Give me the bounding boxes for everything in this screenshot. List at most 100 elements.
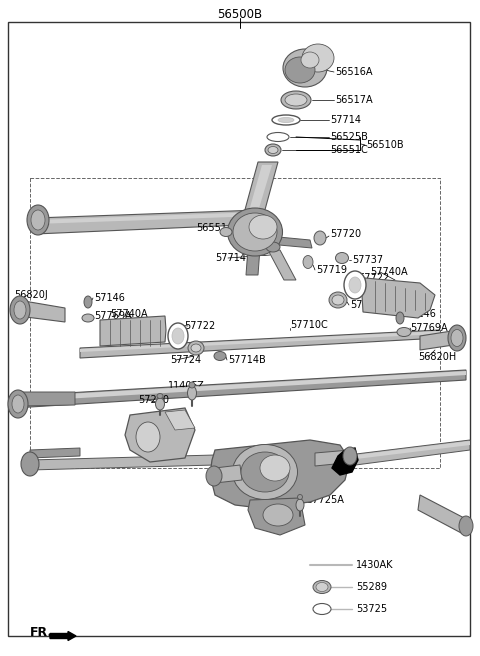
- Ellipse shape: [206, 466, 222, 486]
- Polygon shape: [348, 441, 470, 460]
- Polygon shape: [165, 410, 195, 430]
- Ellipse shape: [8, 390, 28, 418]
- Text: FR.: FR.: [30, 626, 53, 639]
- Ellipse shape: [283, 49, 327, 87]
- Polygon shape: [35, 212, 260, 224]
- Ellipse shape: [268, 146, 278, 154]
- Ellipse shape: [343, 447, 357, 465]
- Text: 57710C: 57710C: [290, 320, 328, 330]
- Ellipse shape: [303, 255, 313, 268]
- Ellipse shape: [172, 328, 184, 344]
- FancyArrow shape: [50, 632, 76, 640]
- Polygon shape: [20, 392, 75, 406]
- Ellipse shape: [232, 445, 298, 499]
- Ellipse shape: [298, 495, 302, 499]
- Ellipse shape: [313, 604, 331, 615]
- Ellipse shape: [336, 253, 348, 264]
- Text: 53725: 53725: [356, 604, 387, 614]
- Polygon shape: [418, 495, 468, 535]
- Ellipse shape: [214, 352, 226, 361]
- Text: 57724: 57724: [170, 355, 201, 365]
- Polygon shape: [14, 371, 466, 402]
- Ellipse shape: [136, 422, 160, 452]
- Ellipse shape: [10, 296, 30, 324]
- Ellipse shape: [189, 382, 195, 388]
- Text: 57724: 57724: [350, 300, 381, 310]
- Ellipse shape: [12, 395, 24, 413]
- Text: 57146: 57146: [405, 309, 436, 319]
- Text: 57719: 57719: [316, 265, 347, 275]
- Text: 56551C: 56551C: [330, 145, 368, 155]
- Ellipse shape: [267, 133, 289, 142]
- Ellipse shape: [285, 94, 307, 106]
- Ellipse shape: [272, 115, 300, 125]
- Ellipse shape: [448, 325, 466, 351]
- Ellipse shape: [332, 295, 344, 305]
- Text: 57740A: 57740A: [370, 267, 408, 277]
- Ellipse shape: [191, 344, 201, 352]
- Ellipse shape: [249, 215, 277, 239]
- Text: 57714: 57714: [330, 115, 361, 125]
- Ellipse shape: [313, 581, 331, 594]
- Text: 56820H: 56820H: [418, 352, 456, 362]
- Text: 56517A: 56517A: [335, 95, 372, 105]
- Ellipse shape: [397, 327, 411, 337]
- Ellipse shape: [156, 398, 165, 410]
- Polygon shape: [30, 455, 215, 470]
- Ellipse shape: [14, 301, 26, 319]
- Polygon shape: [80, 330, 440, 358]
- Polygon shape: [100, 316, 166, 346]
- Polygon shape: [315, 450, 355, 466]
- Ellipse shape: [329, 292, 347, 308]
- Ellipse shape: [21, 452, 39, 476]
- Ellipse shape: [84, 296, 92, 308]
- Polygon shape: [348, 440, 470, 466]
- Polygon shape: [215, 465, 242, 483]
- Text: 56820J: 56820J: [14, 290, 48, 300]
- Ellipse shape: [396, 312, 404, 324]
- Ellipse shape: [314, 231, 326, 245]
- Text: 56510B: 56510B: [366, 140, 404, 150]
- Ellipse shape: [349, 277, 361, 293]
- Ellipse shape: [220, 228, 232, 237]
- Text: 57714B: 57714B: [228, 355, 266, 365]
- Text: 56516A: 56516A: [335, 67, 372, 77]
- Polygon shape: [248, 498, 305, 535]
- Polygon shape: [14, 370, 466, 408]
- Polygon shape: [362, 278, 435, 318]
- Text: 1140FZ: 1140FZ: [168, 381, 205, 391]
- Polygon shape: [80, 331, 440, 352]
- Text: 57722: 57722: [358, 273, 389, 283]
- Ellipse shape: [27, 205, 49, 235]
- Ellipse shape: [168, 323, 188, 349]
- Polygon shape: [35, 210, 265, 234]
- Text: 1430AK: 1430AK: [356, 560, 394, 570]
- Ellipse shape: [451, 329, 463, 346]
- Polygon shape: [240, 162, 278, 228]
- Ellipse shape: [285, 57, 315, 83]
- Ellipse shape: [296, 499, 304, 511]
- Text: 56525B: 56525B: [330, 132, 368, 142]
- Ellipse shape: [31, 210, 45, 230]
- Polygon shape: [332, 448, 358, 475]
- Text: 57725A: 57725A: [306, 495, 344, 505]
- Polygon shape: [210, 440, 350, 508]
- Ellipse shape: [260, 455, 290, 481]
- Text: 57714B: 57714B: [215, 253, 253, 263]
- Ellipse shape: [157, 394, 163, 398]
- Text: 57722: 57722: [184, 321, 215, 331]
- Polygon shape: [125, 408, 195, 462]
- Text: 57769A: 57769A: [410, 323, 448, 333]
- Text: 57737: 57737: [352, 255, 383, 265]
- Ellipse shape: [316, 583, 328, 592]
- Text: 57740A: 57740A: [110, 309, 148, 319]
- Ellipse shape: [188, 386, 196, 400]
- Text: 57146: 57146: [94, 293, 125, 303]
- Ellipse shape: [278, 117, 294, 123]
- Polygon shape: [18, 300, 65, 322]
- Ellipse shape: [241, 452, 289, 492]
- Text: 55289: 55289: [356, 582, 387, 592]
- Text: 57720: 57720: [330, 229, 361, 239]
- Ellipse shape: [301, 52, 319, 68]
- Ellipse shape: [263, 504, 293, 526]
